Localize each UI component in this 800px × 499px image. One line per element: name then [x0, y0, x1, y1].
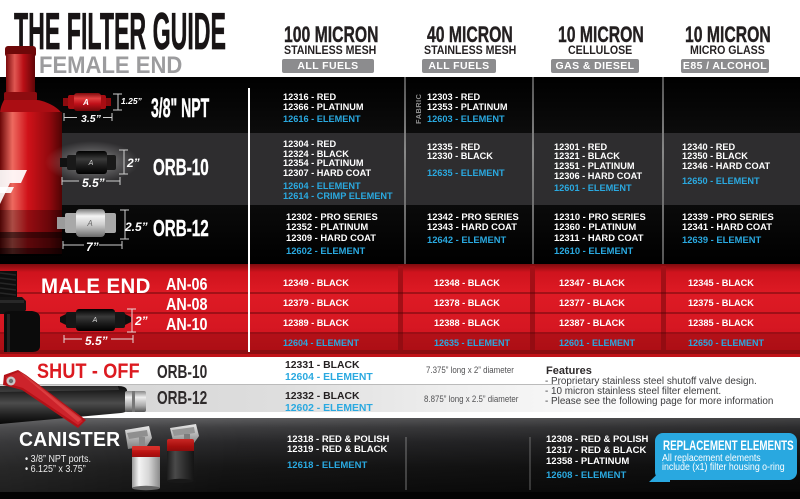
svg-text:A: A — [88, 160, 94, 167]
svg-text:A: A — [86, 219, 92, 228]
svg-text:A: A — [82, 98, 89, 107]
svg-text:A: A — [92, 317, 98, 324]
